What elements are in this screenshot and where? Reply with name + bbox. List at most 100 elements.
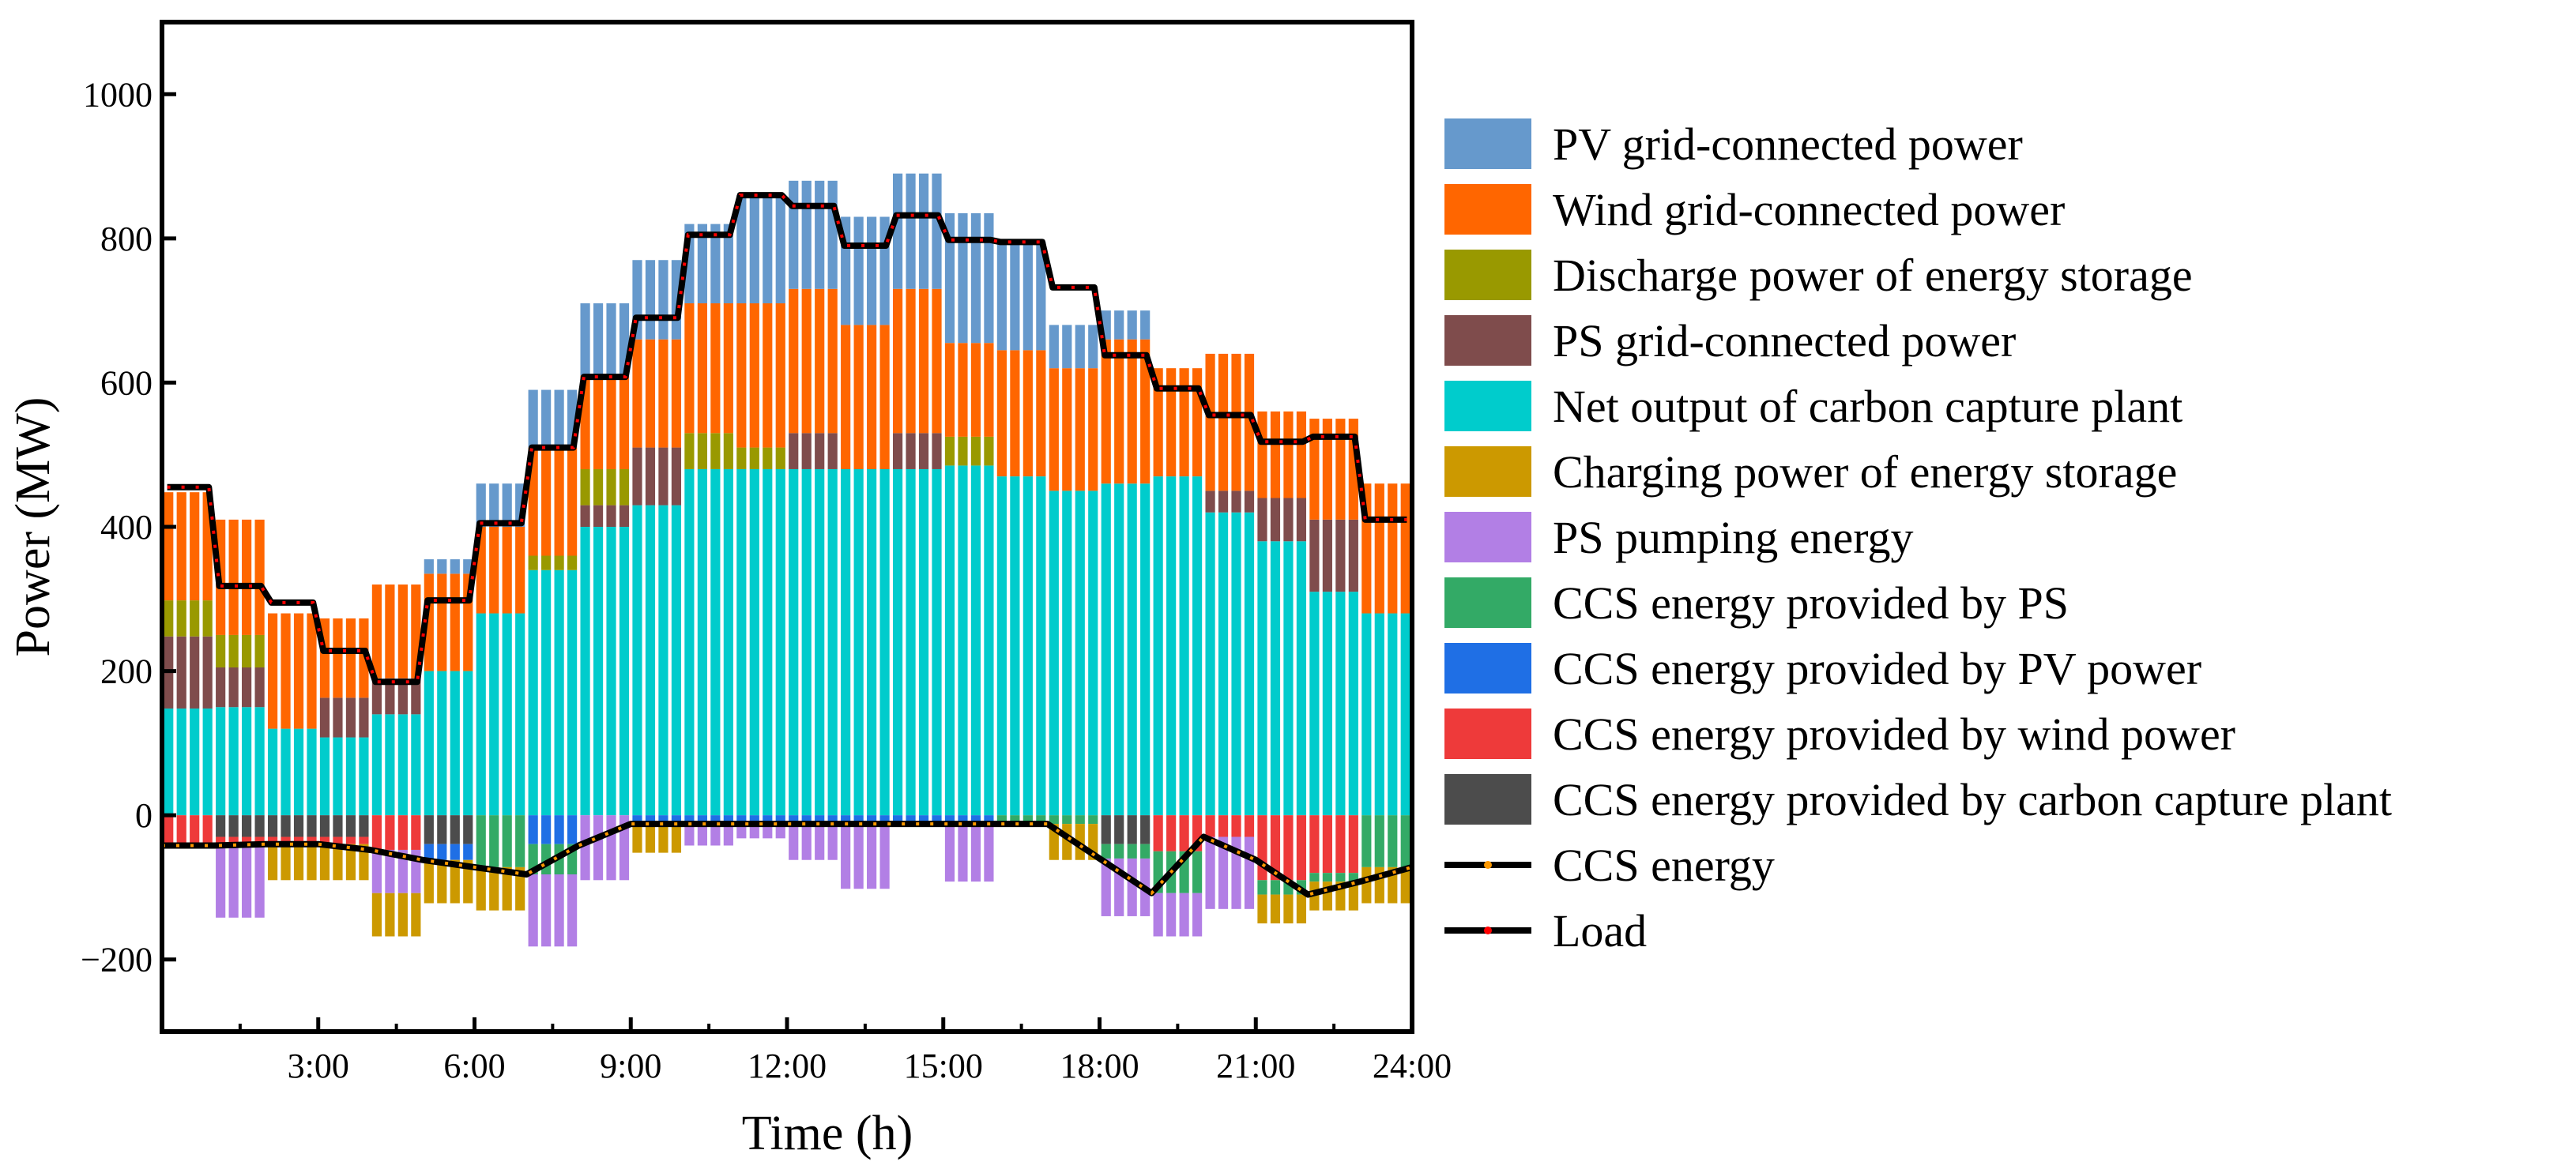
bar-segment-ps-grid-connected-power	[1218, 491, 1229, 513]
bar-segment-pv-grid-connected-power	[906, 173, 916, 289]
bar-segment-net-output-of-carbon-capture-plant	[996, 476, 1007, 816]
bar-segment-ps-grid-connected-power	[176, 636, 186, 709]
bar-segment-net-output-of-carbon-capture-plant	[697, 468, 707, 816]
bar-segment-ccs-energy-provided-by-carbon-capture-plant	[242, 815, 252, 837]
bar-segment-net-output-of-carbon-capture-plant	[841, 468, 851, 816]
bar-segment-ccs-energy-provided-by-ps	[1309, 873, 1320, 882]
bar-segment-ccs-energy-provided-by-pv-power	[815, 815, 825, 825]
bar-segment-net-output-of-carbon-capture-plant	[1257, 541, 1267, 816]
bar-segment-net-output-of-carbon-capture-plant	[242, 707, 252, 816]
bar-segment-ps-grid-connected-power	[371, 678, 382, 715]
bar-segment-wind-grid-connected-power	[228, 519, 239, 635]
y-tick-label: 200	[100, 652, 153, 691]
bar-segment-pv-grid-connected-power	[541, 389, 552, 448]
bar-segment-ccs-energy-provided-by-carbon-capture-plant	[267, 815, 278, 837]
bar-segment-ccs-energy-provided-by-ps	[489, 815, 499, 867]
bar-segment-pv-grid-connected-power	[1075, 325, 1085, 369]
bar-segment-charging-power-of-energy-storage	[1348, 881, 1358, 911]
bar-segment-ccs-energy-provided-by-carbon-capture-plant	[254, 815, 265, 837]
bar-segment-pv-grid-connected-power	[437, 559, 447, 574]
bar-segment-ps-pumping-energy	[1205, 836, 1215, 909]
bar-segment-ps-pumping-energy	[867, 824, 877, 889]
bar-segment-ps-grid-connected-power	[228, 667, 239, 708]
bar-segment-wind-grid-connected-power	[1322, 419, 1332, 520]
bar-segment-ccs-energy-provided-by-ps	[1270, 880, 1281, 895]
legend-swatch-net-output-of-carbon-capture-plant	[1444, 381, 1531, 431]
bar-segment-net-output-of-carbon-capture-plant	[1309, 592, 1320, 816]
bar-segment-ps-grid-connected-power	[619, 505, 630, 527]
bar-segment-pv-grid-connected-power	[775, 195, 785, 304]
bar-segment-discharge-power-of-energy-storage	[619, 468, 630, 506]
bar-segment-net-output-of-carbon-capture-plant	[801, 468, 812, 816]
bar-segment-net-output-of-carbon-capture-plant	[658, 505, 668, 816]
bar-segment-pv-grid-connected-power	[867, 216, 877, 325]
bar-segment-net-output-of-carbon-capture-plant	[671, 505, 682, 816]
bar-segment-ccs-energy-provided-by-pv-power	[528, 815, 538, 844]
bar-segment-net-output-of-carbon-capture-plant	[424, 671, 434, 816]
bar-segment-net-output-of-carbon-capture-plant	[749, 468, 759, 816]
bar-segment-ccs-energy-provided-by-ps	[1075, 815, 1085, 825]
bar-segment-wind-grid-connected-power	[333, 618, 343, 698]
bar-segment-ccs-energy-provided-by-carbon-capture-plant	[319, 815, 330, 837]
bar-segment-net-output-of-carbon-capture-plant	[1374, 613, 1384, 816]
bar-segment-discharge-power-of-energy-storage	[775, 447, 785, 469]
bar-segment-ccs-energy-provided-by-ps	[1127, 844, 1137, 859]
bar-segment-net-output-of-carbon-capture-plant	[254, 707, 265, 816]
bar-segment-wind-grid-connected-power	[489, 527, 499, 614]
bar-segment-net-output-of-carbon-capture-plant	[1270, 541, 1281, 816]
bar-segment-discharge-power-of-energy-storage	[554, 555, 564, 570]
bar-segment-charging-power-of-energy-storage	[1361, 866, 1372, 904]
bar-segment-net-output-of-carbon-capture-plant	[450, 671, 460, 816]
bar-segment-pv-grid-connected-power	[815, 180, 825, 289]
bar-segment-ps-grid-connected-power	[411, 678, 421, 715]
bar-segment-ps-pumping-energy	[593, 815, 604, 881]
bar-segment-wind-grid-connected-power	[1283, 411, 1294, 498]
bar-segment-ccs-energy-provided-by-wind-power	[190, 815, 200, 846]
bar-segment-charging-power-of-energy-storage	[385, 893, 395, 937]
bar-segment-discharge-power-of-energy-storage	[254, 634, 265, 668]
bar-segment-wind-grid-connected-power	[1257, 411, 1267, 498]
bar-segment-ps-pumping-energy	[580, 815, 590, 881]
bar-segment-ccs-energy-provided-by-ps	[1322, 873, 1332, 882]
bar-segment-ccs-energy-provided-by-pv-power	[944, 815, 955, 825]
bar-segment-ccs-energy-provided-by-ps	[515, 815, 525, 867]
bar-segment-ps-pumping-energy	[1101, 858, 1111, 916]
bar-segment-net-output-of-carbon-capture-plant	[1335, 592, 1346, 816]
bar-segment-net-output-of-carbon-capture-plant	[723, 468, 733, 816]
bar-segment-discharge-power-of-energy-storage	[541, 555, 552, 570]
bar-segment-charging-power-of-energy-storage	[267, 844, 278, 881]
bar-segment-pv-grid-connected-power	[789, 180, 799, 289]
bar-segment-ps-pumping-energy	[736, 824, 747, 839]
bar-segment-net-output-of-carbon-capture-plant	[541, 569, 552, 816]
legend-swatch-ps-pumping-energy	[1444, 512, 1531, 562]
bar-segment-ccs-energy-provided-by-carbon-capture-plant	[450, 815, 460, 844]
bar-segment-ccs-energy-provided-by-wind-power	[1296, 815, 1307, 881]
bar-segment-net-output-of-carbon-capture-plant	[815, 468, 825, 816]
bar-segment-pv-grid-connected-power	[593, 303, 604, 376]
x-axis-title: Time (h)	[742, 1107, 913, 1160]
x-tick-label: 21:00	[1216, 1047, 1295, 1085]
bar-segment-ccs-energy-provided-by-wind-power	[307, 836, 317, 844]
bar-segment-ccs-energy-provided-by-carbon-capture-plant	[1140, 815, 1151, 844]
bar-segment-wind-grid-connected-power	[1101, 339, 1111, 484]
bar-segment-wind-grid-connected-power	[541, 447, 552, 556]
bar-segment-wind-grid-connected-power	[853, 325, 864, 469]
bar-segment-net-output-of-carbon-capture-plant	[1361, 613, 1372, 816]
bar-segment-ccs-energy-provided-by-ps	[1388, 815, 1398, 867]
bar-segment-ps-grid-connected-power	[801, 433, 812, 469]
bar-segment-net-output-of-carbon-capture-plant	[1101, 483, 1111, 816]
bar-segment-discharge-power-of-energy-storage	[202, 600, 213, 637]
bar-segment-ccs-energy-provided-by-carbon-capture-plant	[281, 815, 291, 837]
bar-segment-wind-grid-connected-power	[1296, 411, 1307, 498]
bar-segment-ps-grid-connected-power	[345, 697, 356, 738]
bar-segment-ps-grid-connected-power	[1231, 491, 1241, 513]
bar-segment-net-output-of-carbon-capture-plant	[1179, 476, 1189, 816]
bar-segment-wind-grid-connected-power	[906, 288, 916, 434]
bar-segment-wind-grid-connected-power	[385, 584, 395, 678]
bar-segment-net-output-of-carbon-capture-plant	[281, 728, 291, 816]
bar-segment-net-output-of-carbon-capture-plant	[827, 468, 838, 816]
bar-segment-ccs-energy-provided-by-ps	[996, 815, 1007, 825]
bar-segment-net-output-of-carbon-capture-plant	[293, 728, 304, 816]
bar-segment-net-output-of-carbon-capture-plant	[606, 527, 616, 816]
